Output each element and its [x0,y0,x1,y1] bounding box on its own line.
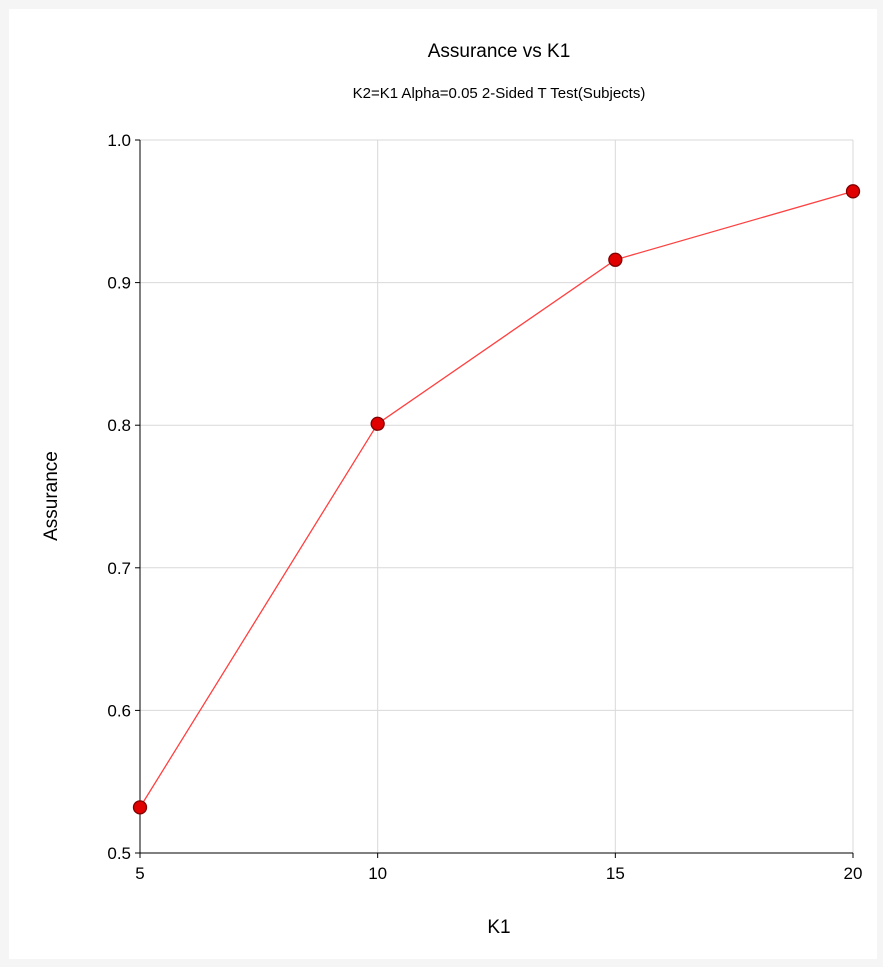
data-point-0-2 [608,252,623,267]
x-tick-label-3: 20 [844,864,863,883]
data-series [132,184,861,815]
x-tick-label-2: 15 [606,864,625,883]
y-tick-label-1: 0.6 [107,701,131,720]
assurance-chart: Assurance vs K1 K2=K1 Alpha=0.05 2-Sided… [9,9,877,959]
y-tick-label-4: 0.9 [107,274,131,293]
chart-background [9,9,877,959]
x-tick-label-1: 10 [368,864,387,883]
axes [139,140,853,854]
x-axis-label: K1 [487,917,510,938]
chart-title: Assurance vs K1 [428,41,571,62]
y-tick-label-2: 0.7 [107,559,131,578]
data-point-0-0 [132,800,148,815]
chart-frame: Assurance vs K1 K2=K1 Alpha=0.05 2-Sided… [9,9,877,959]
x-tick-label-0: 5 [135,864,144,883]
y-axis-ticks: 0.5 0.6 0.7 0.8 0.9 1.0 [107,131,140,863]
y-tick-label-5: 1.0 [107,131,131,150]
chart-subtitle: K2=K1 Alpha=0.05 2-Sided T Test(Subjects… [353,85,646,102]
x-axis-ticks: 5 10 15 20 [135,853,862,883]
y-axis-label: Assurance [41,451,62,541]
data-point-0-1 [370,416,385,431]
data-point-0-3 [845,184,861,199]
y-tick-label-0: 0.5 [107,844,131,863]
series-line-0 [139,190,854,808]
y-tick-label-3: 0.8 [107,416,131,435]
